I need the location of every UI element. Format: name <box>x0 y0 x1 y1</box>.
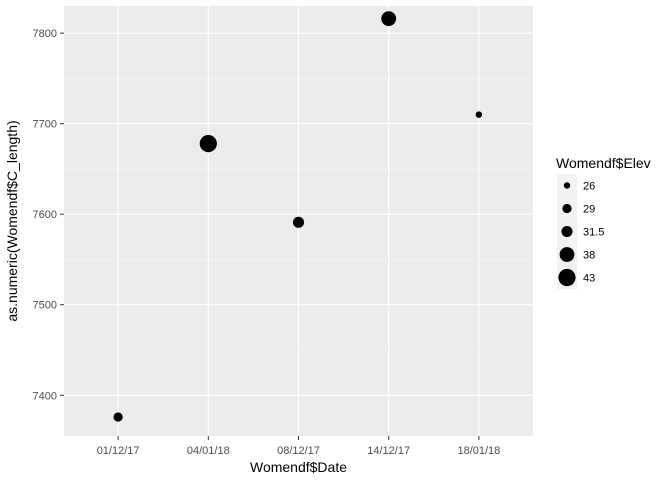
y-axis-title: as.numeric(Womendf$C_length) <box>4 120 20 321</box>
legend-label: 29 <box>583 204 595 216</box>
legend-label: 26 <box>583 181 595 193</box>
y-tick-label: 7400 <box>33 390 57 402</box>
major-gridlines <box>64 6 533 436</box>
y-axis: 7400 7500 7600 7700 7800 <box>33 28 64 402</box>
x-tick-label: 18/01/18 <box>457 445 500 457</box>
data-points <box>113 11 483 422</box>
x-tick-label: 04/01/18 <box>187 445 230 457</box>
y-tick-label: 7800 <box>33 28 57 40</box>
y-tick-label: 7700 <box>33 119 57 131</box>
x-tick-label: 08/12/17 <box>277 445 320 457</box>
legend-key-point <box>561 225 573 238</box>
legend-title: Womendf$Elev <box>556 155 651 171</box>
legend-label: 43 <box>583 273 595 285</box>
legend-label: 38 <box>583 250 595 262</box>
data-point <box>113 412 123 422</box>
y-tick-label: 7600 <box>33 209 57 221</box>
legend-key-point <box>559 247 575 262</box>
legend-label: 31.5 <box>583 227 604 239</box>
y-tick-label: 7500 <box>33 300 57 312</box>
legend-keys: 26 29 31.5 38 43 <box>557 174 604 289</box>
data-point <box>475 111 483 118</box>
x-tick-label: 01/12/17 <box>97 445 140 457</box>
legend-key-point <box>558 268 576 287</box>
legend-key-point <box>563 182 571 189</box>
data-point <box>292 216 305 228</box>
legend: Womendf$Elev 26 29 31.5 38 43 <box>556 155 651 289</box>
data-point <box>199 135 217 153</box>
x-axis: 01/12/17 04/01/18 08/12/17 14/12/17 18/01/18 <box>97 436 500 457</box>
legend-key-point <box>562 203 572 214</box>
x-axis-title: Womendf$Date <box>250 459 347 475</box>
x-tick-label: 14/12/17 <box>367 445 410 457</box>
data-point <box>381 11 397 27</box>
